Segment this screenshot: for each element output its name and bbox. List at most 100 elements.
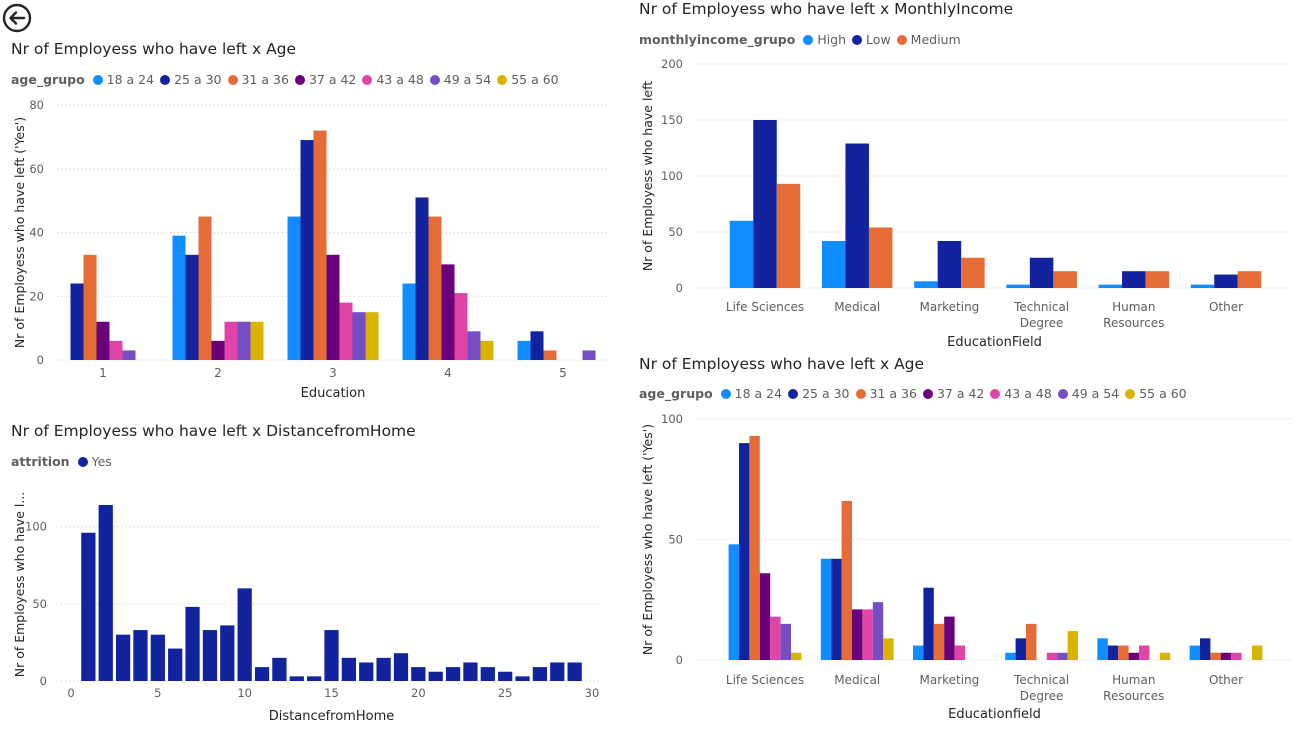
bar [172, 235, 186, 360]
plot-area: 0 20 40 60 80 1 2 3 4 5 Education Nr of Employess w… [12, 100, 608, 400]
legend-marker [896, 34, 907, 45]
chart-title: Nr of Employess who have left x Age [11, 40, 297, 58]
legend-marker [855, 388, 866, 399]
bar [441, 264, 455, 360]
legend-label: 55 a 60 [511, 72, 559, 87]
x-tick-label: 2 [214, 366, 222, 380]
bar [729, 220, 754, 288]
legend-label: Yes [91, 454, 112, 469]
bar [341, 657, 356, 681]
bar [498, 671, 513, 681]
bar [1026, 623, 1037, 660]
legend-items: 18 a 24 25 a 30 31 a 36 37 a 42 43 a 48 49 a … [92, 72, 565, 88]
legend-item[interactable]: Medium [896, 32, 961, 47]
bar [868, 227, 893, 288]
legend-label: 43 a 48 [376, 72, 424, 87]
y-tick-label: 40 [29, 226, 44, 240]
distance-from-home-visual[interactable]: Nr of Employess who have left x Distance… [11, 422, 611, 727]
bar [237, 321, 251, 360]
legend-item[interactable]: 37 a 42 [294, 72, 356, 87]
bar [532, 667, 548, 681]
bar [820, 558, 832, 660]
bar [202, 630, 218, 681]
y-tick-label: 100 [25, 520, 47, 534]
legend-item[interactable]: 18 a 24 [92, 72, 154, 87]
legend-item[interactable]: 55 a 60 [497, 72, 559, 87]
y-tick-label: 100 [661, 169, 683, 183]
legend-marker [497, 74, 508, 85]
legend-item[interactable]: 55 a 60 [1125, 386, 1187, 401]
bar [1053, 271, 1077, 288]
bar [791, 652, 802, 660]
x-tick-label: 15 [324, 686, 339, 700]
bar [1139, 645, 1150, 660]
legend-marker [990, 388, 1001, 399]
plot-area: 0 50 100 0 5 10 15 20 25 30 DistancefromHome Nr of … [12, 492, 600, 723]
monthly-income-visual[interactable]: Nr of Employess who have left x MonthlyI… [639, 0, 1294, 355]
legend-item[interactable]: High [803, 32, 846, 47]
bar [1159, 652, 1171, 660]
legend-item[interactable]: 31 a 36 [227, 72, 289, 87]
bar [376, 657, 391, 681]
legend-item[interactable]: 43 a 48 [362, 72, 424, 87]
legend-item[interactable]: 18 a 24 [720, 386, 782, 401]
bar [1122, 271, 1146, 288]
bar [933, 623, 945, 660]
chart-title: Nr of Employess who have left x Age [639, 355, 925, 373]
bar [923, 587, 934, 660]
bar [185, 606, 200, 681]
bar [1252, 645, 1263, 660]
bar [1067, 631, 1078, 660]
bar [467, 331, 481, 360]
legend-item[interactable]: 43 a 48 [990, 386, 1052, 401]
legend-item[interactable]: 37 a 42 [922, 386, 984, 401]
bar [530, 331, 544, 360]
legend-title: age_grupo [639, 386, 713, 402]
legend-item[interactable]: Low [852, 32, 891, 47]
bar [1029, 257, 1054, 288]
legend-item[interactable]: 49 a 54 [1057, 386, 1119, 401]
bar [841, 500, 852, 660]
legend-marker [294, 74, 305, 85]
back-arrow-icon[interactable] [2, 3, 32, 33]
bar [402, 283, 416, 360]
x-tick-label: Life Sciences [726, 300, 804, 314]
x-tick-label: 5 [154, 686, 161, 700]
x-tick-label: Medical [834, 300, 880, 314]
legend-marker [429, 74, 440, 85]
bar [780, 623, 791, 660]
legend-marker [922, 388, 933, 399]
bar [550, 662, 565, 681]
legend-item[interactable]: 49 a 54 [429, 72, 491, 87]
legend-marker [852, 34, 863, 45]
age-by-educationfield-visual[interactable]: Nr of Employess who have left x Age age_… [639, 355, 1294, 727]
bar [254, 667, 270, 681]
legend-items: 18 a 24 25 a 30 31 a 36 37 a 42 43 a 48 49 a … [720, 386, 1193, 402]
bar [272, 657, 287, 681]
bar [480, 667, 495, 681]
bar [198, 216, 212, 360]
legend-item[interactable]: 25 a 30 [788, 386, 850, 401]
x-tick-label: 0 [67, 686, 74, 700]
plot-area: 0 50 100 Life Sciences Medical Marketing Techn… [640, 412, 1292, 722]
age-by-education-visual[interactable]: Nr of Employess who have left x Age age_… [11, 40, 611, 405]
x-tick-label: Human [1112, 673, 1155, 687]
bar [352, 312, 366, 360]
back-button[interactable] [2, 3, 32, 33]
bar [821, 240, 846, 288]
bar [753, 120, 777, 288]
bar [289, 676, 304, 681]
bar [770, 616, 781, 660]
bar [70, 283, 84, 360]
bar [1057, 652, 1068, 660]
legend-item[interactable]: Yes [77, 454, 112, 469]
x-tick-label: Marketing [919, 300, 979, 314]
x-tick-label: 1 [99, 366, 107, 380]
bar [543, 350, 557, 360]
legend-item[interactable]: 31 a 36 [855, 386, 917, 401]
bar [224, 321, 238, 360]
y-tick-label: 0 [40, 674, 47, 688]
bar [1189, 645, 1200, 660]
legend-item[interactable]: 25 a 30 [160, 72, 222, 87]
y-tick-label: 200 [661, 57, 683, 71]
